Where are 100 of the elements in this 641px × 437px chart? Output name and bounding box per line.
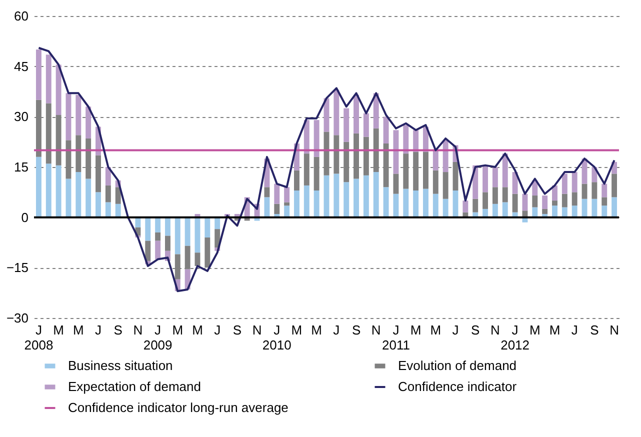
bar	[542, 208, 548, 214]
bar	[264, 197, 270, 218]
bar	[602, 197, 608, 206]
bar	[592, 182, 598, 199]
bar	[602, 206, 608, 218]
bar	[76, 172, 82, 218]
bar	[164, 217, 170, 236]
x-tick-label: J	[214, 322, 221, 338]
bar	[612, 197, 618, 218]
bar	[214, 217, 220, 230]
bar	[572, 192, 578, 206]
bar	[552, 206, 558, 218]
bar	[66, 178, 72, 218]
x-tick-label: M	[53, 322, 64, 338]
bar	[115, 187, 121, 204]
x-tick-label: J 2012	[500, 322, 530, 352]
bar	[304, 185, 310, 218]
bar	[502, 187, 508, 202]
bar	[432, 194, 438, 218]
bar	[105, 167, 111, 186]
bar	[334, 90, 340, 136]
y-tick-label: 30	[14, 109, 28, 124]
bar	[174, 217, 180, 254]
bar	[274, 184, 280, 204]
bar	[56, 64, 62, 115]
bar	[413, 190, 419, 218]
bar	[532, 196, 538, 208]
x-tick-label: N	[252, 322, 262, 338]
bar	[354, 94, 359, 134]
x-tick-label: M	[172, 322, 184, 338]
bar	[314, 120, 320, 157]
bar	[552, 185, 558, 201]
bar	[482, 165, 488, 192]
y-tick-label: −30	[6, 310, 28, 326]
bar	[314, 190, 320, 218]
x-tick-label: J	[571, 322, 578, 338]
bar	[294, 190, 300, 218]
bar	[393, 194, 399, 218]
x-tick-label: J	[452, 322, 459, 338]
x-tick-label: N	[610, 322, 619, 338]
x-tick-label: M	[72, 322, 84, 338]
bar	[612, 174, 618, 198]
line-series	[38, 46, 616, 292]
x-tick-label: J 2011	[382, 322, 410, 352]
bar	[423, 188, 428, 218]
bar	[413, 130, 419, 152]
x-tick-label: S	[352, 322, 361, 338]
bar	[56, 165, 62, 218]
bar	[36, 50, 42, 100]
x-tick-label: J 2008	[24, 322, 54, 352]
bar	[592, 198, 598, 218]
legend-label: Confidence indicator	[398, 379, 518, 394]
legend-label: Expectation of demand	[68, 379, 201, 394]
bar	[502, 202, 508, 218]
bar	[572, 206, 578, 218]
bar	[373, 172, 379, 218]
bar	[502, 154, 508, 188]
bar	[155, 232, 161, 241]
bar	[393, 174, 399, 194]
bar	[294, 170, 300, 190]
bar	[155, 240, 161, 260]
bar	[344, 182, 350, 218]
bar	[184, 217, 190, 246]
bar	[442, 198, 448, 218]
bar	[86, 106, 92, 138]
x-tick-label: S	[590, 322, 600, 338]
bar	[512, 172, 518, 194]
bar	[582, 184, 588, 199]
y-tick-label: 15	[14, 160, 28, 174]
bar	[572, 172, 578, 192]
bar	[344, 108, 350, 142]
x-tick-label: N	[133, 322, 143, 338]
bar	[334, 174, 340, 218]
x-tick-label: S	[232, 322, 242, 338]
x-tick-label: M	[410, 322, 422, 338]
bar	[86, 178, 92, 218]
bar	[155, 217, 161, 232]
bar	[46, 164, 52, 218]
bar	[602, 184, 608, 198]
x-tick-label: M	[430, 322, 442, 338]
legend-label: Business situation	[68, 358, 173, 373]
bar	[403, 125, 409, 154]
bar	[36, 156, 42, 218]
x-tick-label: M	[192, 322, 203, 338]
legend-label: Confidence indicator long-run average	[68, 400, 288, 415]
x-tick-label: J	[95, 322, 102, 338]
bar	[115, 204, 121, 218]
bar	[492, 204, 498, 218]
bar	[472, 198, 478, 212]
y-tick-label: −15	[6, 260, 28, 276]
x-tick-label: N	[371, 322, 381, 338]
bar	[105, 185, 111, 202]
bar	[46, 54, 52, 104]
bar	[324, 175, 330, 218]
bar	[383, 187, 389, 218]
y-tick-label: 0	[21, 210, 28, 225]
bar	[354, 178, 359, 218]
bar	[96, 192, 101, 218]
bar	[145, 217, 151, 241]
x-tick-label: M	[291, 322, 302, 338]
